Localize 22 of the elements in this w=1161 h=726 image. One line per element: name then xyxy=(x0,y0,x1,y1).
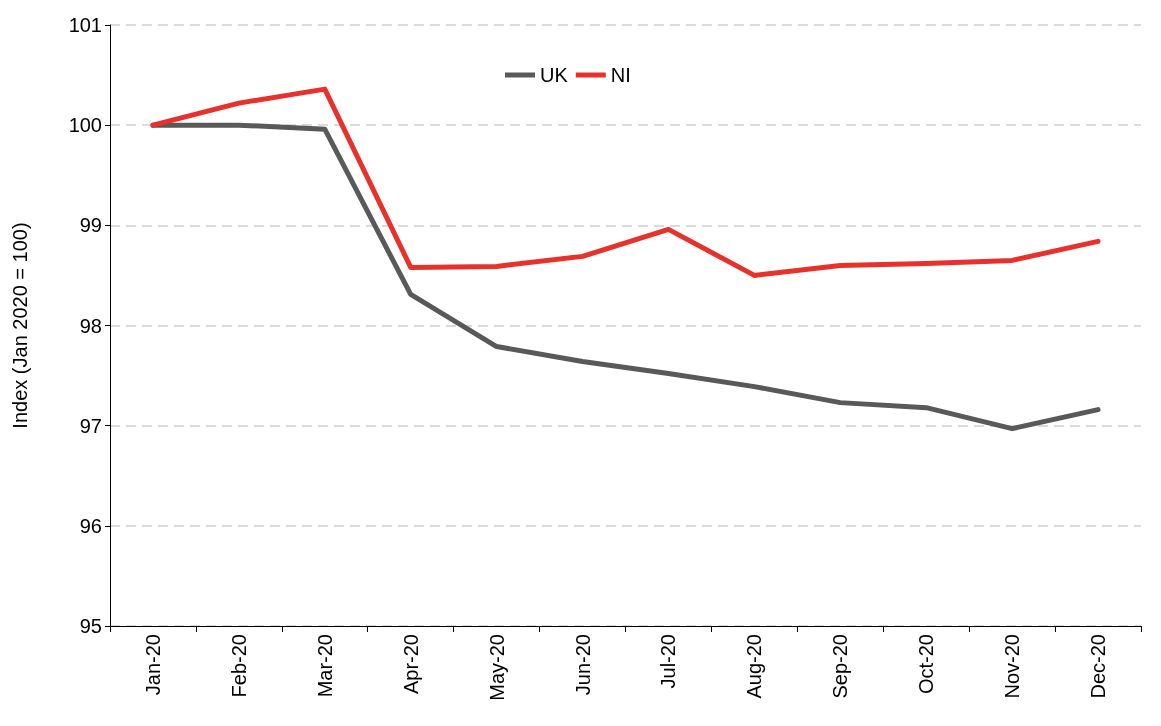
y-tick-label: 99 xyxy=(79,214,102,237)
y-tick-label: 97 xyxy=(79,414,102,437)
legend-label: UK xyxy=(540,64,569,86)
x-tick-label: Jun-20 xyxy=(571,634,594,696)
x-tick-label: Oct-20 xyxy=(915,634,938,695)
y-tick-label: 95 xyxy=(79,615,102,637)
x-tick-label: Sep-20 xyxy=(829,634,852,699)
y-tick-label: 98 xyxy=(79,314,102,337)
y-tick-label: 96 xyxy=(79,514,102,537)
legend-label: NI xyxy=(610,64,631,86)
x-tick-label: Nov-20 xyxy=(1001,634,1024,699)
x-tick-label: Mar-20 xyxy=(313,634,336,698)
y-tick-label: 100 xyxy=(68,114,102,137)
y-axis-title: Index (Jan 2020 = 100) xyxy=(9,222,31,429)
x-tick-label: Apr-20 xyxy=(399,634,422,695)
x-tick-label: Jan-20 xyxy=(141,634,164,696)
x-tick-label: Dec-20 xyxy=(1087,634,1110,699)
x-tick-label: May-20 xyxy=(485,634,508,701)
x-tick-label: Feb-20 xyxy=(227,634,250,698)
y-tick-label: 101 xyxy=(68,14,102,36)
x-tick-label: Jul-20 xyxy=(657,634,680,689)
x-tick-label: Aug-20 xyxy=(743,634,766,699)
